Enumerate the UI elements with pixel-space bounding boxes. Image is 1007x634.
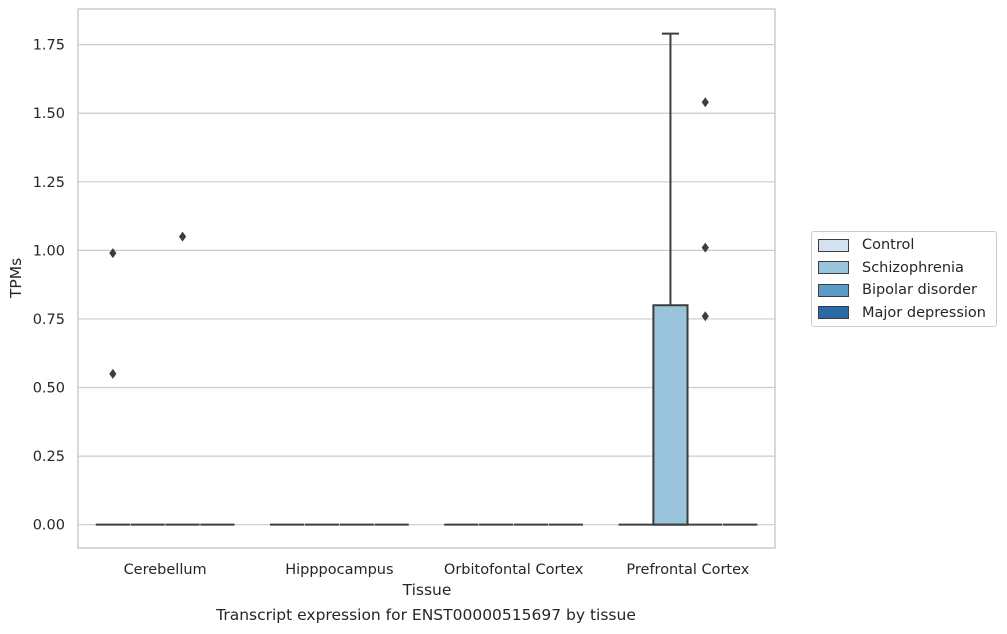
x-axis-ticks: Cerebellum Hipppocampus Orbitofontal Corte…	[124, 562, 750, 578]
legend-label: Major depression	[862, 304, 986, 321]
x-tick-label: Prefrontal Cortex	[626, 562, 749, 578]
legend-swatch	[818, 261, 849, 275]
y-tick-label: 0.50	[33, 381, 65, 397]
chart-caption: Transcript expression for ENST0000051569…	[216, 606, 636, 624]
gridlines	[78, 44, 775, 526]
x-tick-label: Hipppocampus	[285, 562, 393, 578]
legend-item: Schizophrenia	[812, 257, 996, 280]
plot-frame	[77, 8, 776, 549]
outlier-point	[109, 248, 117, 259]
outlier-point	[701, 311, 709, 322]
box-3-2	[688, 97, 723, 526]
legend-swatch	[818, 306, 849, 320]
y-tick-label: 0.00	[33, 518, 65, 534]
outlier-point	[701, 242, 709, 253]
legend-label: Control	[862, 237, 915, 254]
x-tick-label: Orbitofontal Cortex	[444, 562, 584, 578]
box-rect	[652, 304, 689, 526]
x-axis-label: Tissue	[402, 581, 452, 599]
box-0-0	[95, 248, 130, 526]
y-tick-label: 1.00	[33, 243, 65, 259]
y-tick-label: 1.25	[33, 175, 65, 191]
y-axis-label: TPMs	[7, 258, 25, 299]
y-tick-label: 0.25	[33, 449, 65, 465]
x-tick-label: Cerebellum	[124, 562, 207, 578]
legend-label: Bipolar disorder	[862, 282, 977, 299]
legend-item: Bipolar disorder	[812, 279, 996, 302]
outlier-point	[701, 97, 709, 108]
box-3-1	[652, 32, 689, 526]
y-tick-label: 1.50	[33, 106, 65, 122]
box-0-2	[165, 231, 200, 526]
y-axis-ticks: 0.00 0.25 0.50 0.75 1.00 1.25 1.50 1.75	[33, 38, 65, 534]
legend-swatch	[818, 283, 849, 297]
legend-label: Schizophrenia	[862, 259, 964, 276]
outlier-point	[109, 368, 117, 379]
outlier-point	[178, 231, 187, 242]
legend-swatch	[818, 238, 849, 252]
legend-item: Major depression	[812, 302, 996, 325]
legend-item: Control	[812, 234, 996, 257]
y-tick-label: 1.75	[33, 38, 65, 54]
legend: Control Schizophrenia Bipolar disorder Majo…	[811, 231, 997, 327]
y-tick-label: 0.75	[33, 312, 65, 328]
box-plot-marks	[95, 32, 758, 526]
